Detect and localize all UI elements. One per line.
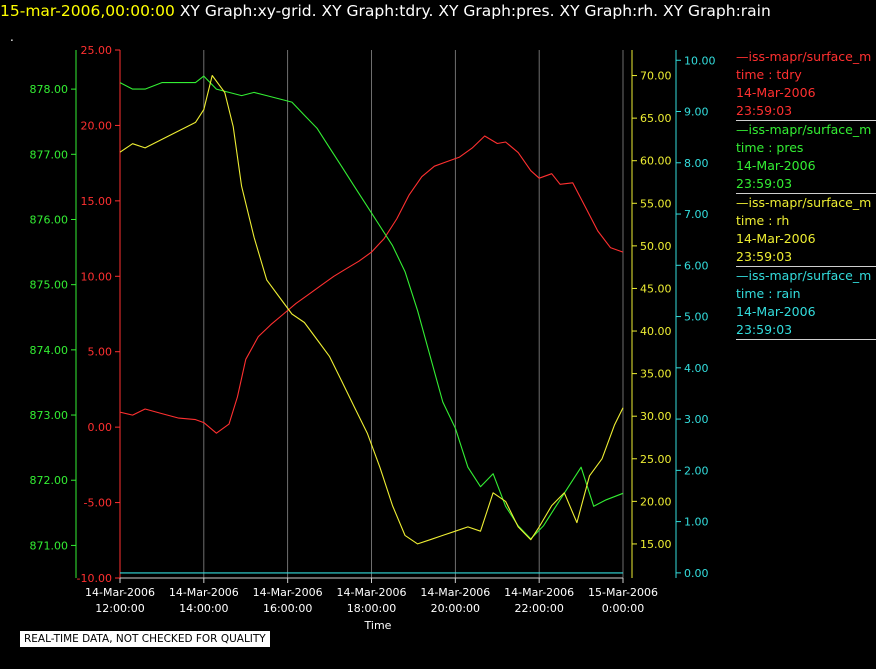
legend-field: time : tdry — [736, 67, 802, 82]
rh-tick-label: 65.00 — [640, 112, 672, 125]
legend-source: —iss-mapr/surface_m — [736, 195, 872, 210]
axes: 871.00 872.00 873.00 874.00 875.00 876.00 877.… — [30, 44, 716, 585]
pres-tick-label: 874.00 — [30, 344, 69, 357]
timestamp: 15-mar-2006,00:00:00 — [0, 2, 175, 20]
x-tick-time: 12:00:00 — [95, 602, 144, 615]
legend-time: 23:59:03 — [736, 103, 793, 118]
legend-time: 23:59:03 — [736, 249, 793, 264]
rh-tick-label: 30.00 — [640, 410, 672, 423]
tdry-tick-label: 15.00 — [81, 195, 113, 208]
rain-tick-label: 9.00 — [684, 106, 709, 119]
rain-tick-label: 7.00 — [684, 208, 709, 221]
rain-tick-label: 4.00 — [684, 362, 709, 375]
x-tick-time: 0:00:00 — [602, 602, 644, 615]
tdry-tick-label: 20.00 — [81, 119, 113, 132]
rain-tick-label: 2.00 — [684, 464, 709, 477]
legend-date: 14-Mar-2006 — [736, 231, 816, 246]
rain-tick-label: 8.00 — [684, 157, 709, 170]
legend-time: 23:59:03 — [736, 176, 793, 191]
x-tick-date: 14-Mar-2006 — [420, 586, 490, 599]
tdry-tick-label: -5.00 — [84, 497, 112, 510]
legend-source: —iss-mapr/surface_m — [736, 49, 872, 64]
grid-lines — [203, 50, 624, 578]
tdry-tick-label: 10.00 — [81, 270, 113, 283]
x-axis-label: Time — [364, 619, 392, 632]
rh-tick-label: 60.00 — [640, 155, 672, 168]
rh-tick-label: 25.00 — [640, 453, 672, 466]
legend-date: 14-Mar-2006 — [736, 158, 816, 173]
rh-series-line — [119, 74, 624, 545]
rain-tick-label: 1.00 — [684, 516, 709, 529]
rh-tick-label: 15.00 — [640, 538, 672, 551]
x-tick-time: 22:00:00 — [514, 602, 563, 615]
rh-tick-label: 70.00 — [640, 70, 672, 83]
tdry-tick-label: -10.00 — [77, 572, 112, 585]
quality-disclaimer: REAL-TIME DATA, NOT CHECKED FOR QUALITY — [20, 631, 270, 647]
marker-dot: . — [10, 30, 14, 44]
x-tick-time: 18:00:00 — [347, 602, 396, 615]
tdry-series-line — [119, 135, 624, 434]
tdry-tick-label: 25.00 — [81, 44, 113, 57]
pres-tick-label: 876.00 — [30, 213, 69, 226]
rh-tick-label: 50.00 — [640, 240, 672, 253]
pres-tick-label: 875.00 — [30, 279, 69, 292]
series-lines — [119, 74, 624, 574]
x-tick-time: 16:00:00 — [263, 602, 312, 615]
legend-field: time : rain — [736, 286, 801, 301]
legend-time: 23:59:03 — [736, 322, 793, 337]
rh-tick-label: 40.00 — [640, 325, 672, 338]
x-tick-time: 14:00:00 — [179, 602, 228, 615]
rain-tick-label: 6.00 — [684, 259, 709, 272]
legend-source: —iss-mapr/surface_m — [736, 122, 872, 137]
rain-tick-label: 3.00 — [684, 413, 709, 426]
pres-tick-label: 877.00 — [30, 148, 69, 161]
rain-tick-label: 10.00 — [684, 54, 716, 67]
x-tick-date: 14-Mar-2006 — [85, 586, 155, 599]
rh-tick-label: 35.00 — [640, 368, 672, 381]
tdry-tick-label: 5.00 — [88, 346, 113, 359]
rh-tick-label: 45.00 — [640, 282, 672, 295]
title-bar: 15-mar-2006,00:00:00 XY Graph:xy-grid. X… — [0, 2, 876, 24]
pres-tick-label: 873.00 — [30, 409, 69, 422]
tdry-tick-label: 0.00 — [88, 421, 113, 434]
x-axis: 14-Mar-2006 12:00:00 14-Mar-2006 14:00:00 14… — [85, 577, 658, 632]
x-tick-date: 14-Mar-2006 — [337, 586, 407, 599]
legend: —iss-mapr/surface_m time : tdry 14-Mar-200… — [736, 48, 876, 340]
x-tick-date: 15-Mar-2006 — [588, 586, 658, 599]
pres-tick-label: 878.00 — [30, 83, 69, 96]
x-tick-date: 14-Mar-2006 — [504, 586, 574, 599]
x-tick-date: 14-Mar-2006 — [169, 586, 239, 599]
x-tick-date: 14-Mar-2006 — [253, 586, 323, 599]
legend-field: time : pres — [736, 140, 804, 155]
graph-list: XY Graph:xy-grid. XY Graph:tdry. XY Grap… — [179, 2, 771, 20]
legend-field: time : rh — [736, 213, 790, 228]
rh-tick-label: 55.00 — [640, 197, 672, 210]
legend-source: —iss-mapr/surface_m — [736, 268, 872, 283]
pres-tick-label: 871.00 — [30, 539, 69, 552]
rain-tick-label: 0.00 — [684, 567, 709, 580]
rh-tick-label: 20.00 — [640, 495, 672, 508]
legend-date: 14-Mar-2006 — [736, 85, 816, 100]
pres-tick-label: 872.00 — [30, 474, 69, 487]
legend-date: 14-Mar-2006 — [736, 304, 816, 319]
rain-tick-label: 5.00 — [684, 311, 709, 324]
x-tick-time: 20:00:00 — [431, 602, 480, 615]
